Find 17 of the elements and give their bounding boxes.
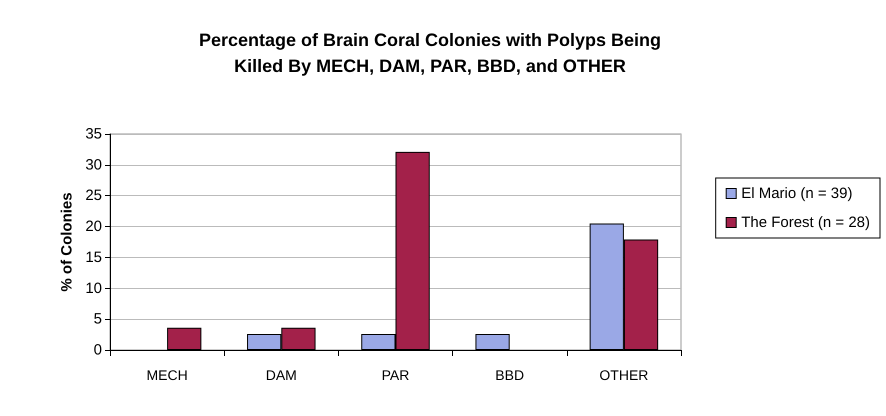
y-tick-label: 25 <box>85 187 102 204</box>
x-tick-label: MECH <box>146 367 188 383</box>
chart-title: Percentage of Brain Coral Colonies with Polyps Being Killed By MECH, DAM, PAR, BBD, and OTHER <box>198 30 662 76</box>
x-tick-label: OTHER <box>599 367 648 383</box>
y-tick-label: 35 <box>85 126 102 142</box>
x-tick-label: PAR <box>382 367 410 383</box>
y-tick-label: 30 <box>85 156 102 174</box>
x-tick-label: DAM <box>266 367 297 383</box>
y-tick-label: 15 <box>85 248 102 266</box>
legend-label: El Mario (n = 39) <box>741 185 852 202</box>
legend-label: The Forest (n = 28) <box>741 214 870 231</box>
x-tick-label: BBD <box>495 367 524 383</box>
y-axis-title: % of Colonies <box>58 192 76 292</box>
y-tick-label: 0 <box>94 342 102 358</box>
y-tick-label: 10 <box>85 280 102 297</box>
y-tick-label: 20 <box>85 218 102 236</box>
y-tick-label: 5 <box>94 310 102 328</box>
